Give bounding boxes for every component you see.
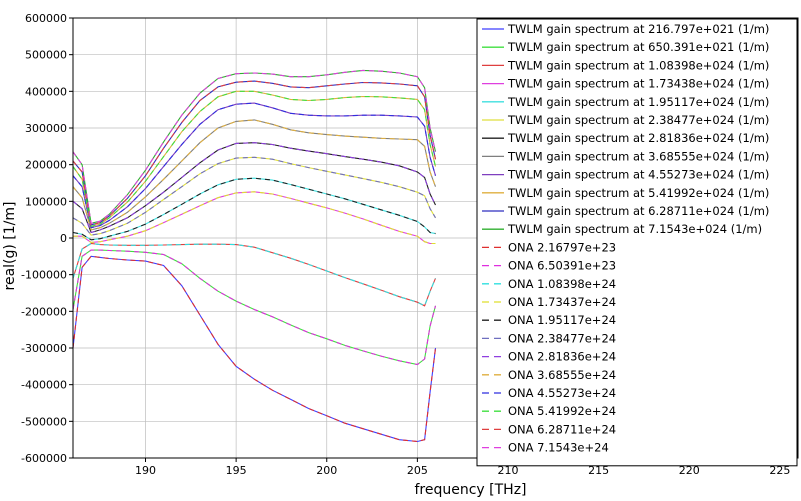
series-line-12 — [73, 255, 437, 443]
y-tick-label: -400000 — [21, 379, 67, 392]
legend-label: ONA 2.38477e+24 — [508, 331, 616, 345]
series-line-16 — [73, 177, 436, 241]
series-line-15 — [73, 191, 436, 245]
y-tick-label: 500000 — [25, 49, 67, 62]
series-line-21 — [73, 90, 437, 227]
legend-label: ONA 1.73437e+24 — [508, 295, 616, 309]
x-axis-label: frequency [THz] — [414, 482, 526, 498]
legend-label: TWLM gain spectrum at 2.81836e+024 (1/m) — [507, 131, 769, 145]
legend-label: ONA 1.95117e+24 — [508, 313, 616, 327]
series-line-13 — [73, 249, 437, 366]
x-tick-label: 225 — [769, 464, 790, 477]
y-tick-label: -600000 — [21, 452, 67, 465]
legend-label: ONA 2.16797e+23 — [508, 240, 616, 254]
legend-label: ONA 1.08398e+24 — [508, 277, 616, 291]
legend-label: ONA 3.68555e+24 — [508, 368, 616, 382]
x-tick-label: 215 — [588, 464, 609, 477]
y-tick-label: 100000 — [25, 195, 67, 208]
legend-label: ONA 4.55273e+24 — [508, 386, 616, 400]
legend-label: ONA 6.28711e+24 — [508, 422, 616, 436]
legend-label: TWLM gain spectrum at 2.38477e+024 (1/m) — [507, 113, 769, 127]
legend-label: TWLM gain spectrum at 7.1543e+024 (1/m) — [507, 222, 762, 236]
legend-label: ONA 5.41992e+24 — [508, 404, 616, 418]
y-axis-label: real(g) [1/m] — [2, 202, 18, 291]
y-tick-label: 600000 — [25, 12, 67, 25]
legend-box — [476, 18, 798, 467]
y-tick-label: -100000 — [21, 269, 67, 282]
legend-label: TWLM gain spectrum at 650.391e+021 (1/m) — [507, 40, 769, 54]
series-line-18 — [73, 142, 436, 234]
y-tick-label: 300000 — [25, 122, 67, 135]
y-tick-label: 400000 — [25, 85, 67, 98]
legend-label: TWLM gain spectrum at 5.41992e+024 (1/m) — [507, 186, 769, 200]
x-tick-label: 210 — [498, 464, 519, 477]
x-tick-label: 200 — [316, 464, 337, 477]
series-line-23 — [73, 69, 437, 224]
legend-label: ONA 7.1543e+24 — [508, 441, 609, 455]
legend: TWLM gain spectrum at 216.797e+021 (1/m)… — [476, 18, 798, 467]
legend-label: TWLM gain spectrum at 6.28711e+024 (1/m) — [507, 204, 769, 218]
series-layer — [73, 69, 437, 443]
x-tick-label: 190 — [135, 464, 156, 477]
legend-label: ONA 6.50391e+23 — [508, 259, 616, 273]
legend-label: ONA 2.81836e+24 — [508, 350, 616, 364]
series-line-19 — [73, 119, 437, 231]
legend-label: TWLM gain spectrum at 1.73438e+024 (1/m) — [507, 77, 769, 91]
legend-label: TWLM gain spectrum at 216.797e+021 (1/m) — [507, 22, 769, 36]
x-tick-label: 195 — [226, 464, 247, 477]
legend-label: TWLM gain spectrum at 4.55273e+024 (1/m) — [507, 168, 769, 182]
y-tick-label: 0 — [60, 232, 67, 245]
x-tick-label: 205 — [407, 464, 428, 477]
legend-label: TWLM gain spectrum at 3.68555e+024 (1/m) — [507, 149, 769, 163]
series-line-20 — [73, 102, 437, 229]
y-tick-label: -200000 — [21, 305, 67, 318]
series-line-17 — [73, 156, 436, 236]
series-line-2 — [73, 242, 437, 307]
series-line-10 — [73, 80, 437, 226]
y-tick-label: -300000 — [21, 342, 67, 355]
axis-ticks: 190 195 200 205 210 215 220 225 600000 500000 4000… — [21, 12, 790, 477]
y-tick-label: -500000 — [21, 415, 67, 428]
legend-label: TWLM gain spectrum at 1.95117e+024 (1/m) — [507, 95, 769, 109]
y-tick-label: 200000 — [25, 159, 67, 172]
legend-label: TWLM gain spectrum at 1.08398e+024 (1/m) — [507, 58, 769, 72]
x-tick-label: 220 — [679, 464, 700, 477]
